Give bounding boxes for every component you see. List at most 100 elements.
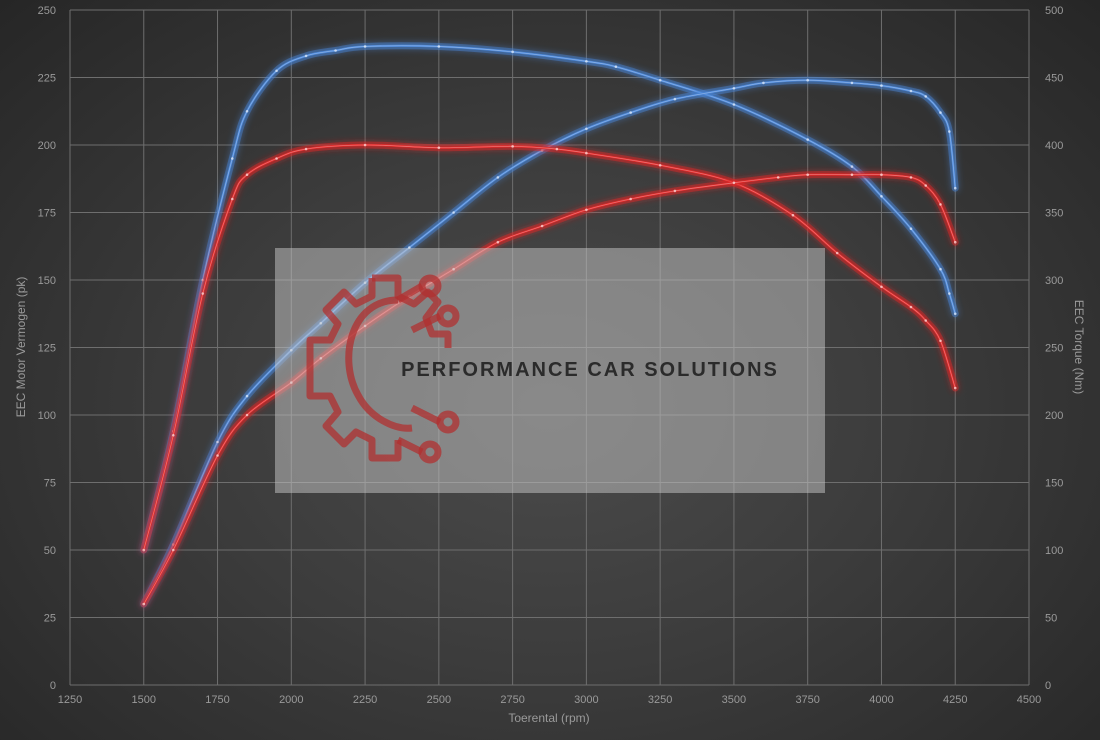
- left-tick-label: 50: [44, 545, 56, 557]
- watermark-panel: [275, 248, 825, 493]
- data-point: [142, 548, 146, 552]
- data-point: [953, 312, 957, 316]
- data-point: [245, 173, 249, 176]
- data-point: [585, 208, 588, 212]
- right-tick-label: 350: [1045, 208, 1063, 220]
- data-point: [511, 50, 514, 54]
- data-point: [806, 138, 809, 141]
- data-point: [540, 224, 544, 228]
- right-tick-label: 300: [1045, 275, 1063, 287]
- right-tick-label: 500: [1045, 5, 1063, 17]
- data-point: [835, 251, 839, 255]
- data-point: [939, 267, 942, 271]
- series-line: [142, 143, 957, 552]
- data-point: [363, 143, 367, 147]
- right-tick-label: 150: [1045, 478, 1063, 490]
- x-tick-label: 4250: [943, 694, 967, 706]
- data-point: [762, 81, 765, 85]
- x-tick-label: 1250: [58, 694, 82, 706]
- data-point: [496, 240, 500, 244]
- data-point: [585, 151, 588, 155]
- data-point: [732, 87, 736, 90]
- data-point: [585, 127, 588, 131]
- data-point: [939, 339, 942, 343]
- x-tick-label: 1500: [132, 694, 156, 706]
- data-point: [275, 157, 278, 160]
- left-tick-label: 225: [38, 73, 56, 85]
- data-point: [614, 65, 618, 68]
- data-point: [924, 95, 928, 98]
- left-tick-label: 75: [44, 478, 56, 490]
- right-tick-label: 50: [1045, 613, 1057, 625]
- data-point: [201, 292, 205, 295]
- data-point: [850, 165, 854, 168]
- data-point: [230, 157, 234, 160]
- left-tick-label: 0: [50, 680, 56, 692]
- data-point: [245, 109, 249, 113]
- data-point: [363, 45, 367, 48]
- data-point: [806, 78, 809, 82]
- data-point: [924, 319, 928, 322]
- x-tick-label: 3000: [574, 694, 598, 706]
- data-point: [850, 81, 854, 85]
- left-tick-label: 250: [38, 5, 56, 17]
- data-point: [230, 197, 234, 201]
- series-line-highlight: [143, 174, 956, 605]
- left-axis-title: EEC Motor Vermogen (pk): [14, 277, 28, 418]
- data-point: [909, 305, 913, 309]
- watermark-brand-text: PERFORMANCE CAR SOLUTIONS: [401, 359, 779, 381]
- data-point: [496, 176, 500, 179]
- data-point: [732, 181, 736, 185]
- x-tick-label: 4500: [1017, 694, 1041, 706]
- left-tick-label: 175: [38, 208, 56, 220]
- x-axis-title: Toerental (rpm): [508, 711, 589, 725]
- gear-circuit-icon: [306, 274, 460, 464]
- x-tick-label: 2750: [500, 694, 524, 706]
- right-axis-title: EEC Torque (Nm): [1072, 300, 1086, 394]
- data-point: [880, 173, 883, 176]
- x-tick-label: 2500: [427, 694, 451, 706]
- right-tick-label: 100: [1045, 545, 1063, 557]
- left-tick-label: 100: [38, 410, 56, 422]
- data-point: [948, 292, 951, 295]
- data-point: [511, 145, 514, 148]
- data-point: [953, 240, 957, 244]
- left-tick-label: 125: [38, 343, 56, 355]
- right-tick-label: 0: [1045, 680, 1051, 692]
- series-2-right-axis: [140, 141, 959, 554]
- data-point: [953, 186, 957, 190]
- right-axis-ticks: 0 50 100 150 200 250 300 350 400 450 500: [1045, 5, 1063, 692]
- data-point: [880, 285, 883, 289]
- x-tick-label: 3750: [795, 694, 819, 706]
- data-point: [171, 548, 175, 552]
- series-3-left-axis: [140, 171, 959, 608]
- right-tick-label: 200: [1045, 410, 1063, 422]
- data-point: [850, 173, 854, 176]
- data-point: [953, 386, 957, 390]
- data-point: [909, 89, 913, 93]
- data-point: [334, 49, 337, 52]
- left-tick-label: 150: [38, 275, 56, 287]
- data-point: [585, 60, 588, 63]
- series-line: [142, 173, 957, 606]
- left-tick-label: 25: [44, 613, 56, 625]
- data-point: [452, 211, 455, 214]
- data-point: [304, 147, 308, 151]
- left-axis-ticks: 0 25 50 75 100 125 150 175 200 225 250: [38, 5, 56, 692]
- data-point: [275, 69, 278, 73]
- data-point: [939, 111, 942, 114]
- data-point: [948, 130, 951, 133]
- right-tick-label: 450: [1045, 73, 1063, 85]
- x-tick-label: 2000: [279, 694, 303, 706]
- data-point: [658, 163, 662, 167]
- data-point: [909, 227, 913, 230]
- data-point: [673, 97, 677, 101]
- data-point: [437, 146, 441, 149]
- series-layer: [140, 42, 959, 608]
- data-point: [806, 173, 809, 176]
- data-point: [629, 197, 632, 201]
- x-tick-label: 3500: [722, 694, 746, 706]
- data-point: [142, 602, 146, 606]
- right-tick-label: 400: [1045, 140, 1063, 152]
